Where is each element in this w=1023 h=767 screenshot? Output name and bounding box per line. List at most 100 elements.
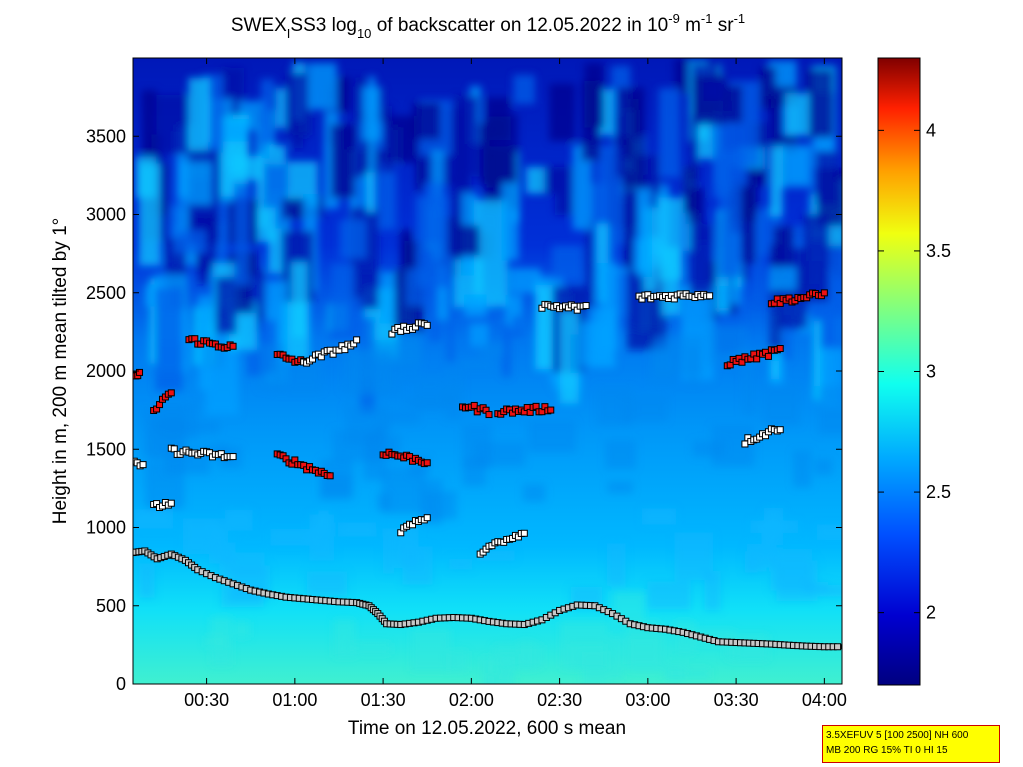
texture-patch bbox=[816, 524, 842, 540]
cloud-layer-marker bbox=[706, 292, 714, 300]
texture-patch bbox=[551, 245, 583, 281]
texture-patch bbox=[803, 213, 829, 302]
y-axis-label: Height in m, 200 m mean tilted by 1° bbox=[50, 218, 71, 524]
texture-patch bbox=[704, 570, 721, 611]
texture-patch bbox=[385, 105, 392, 173]
texture-patch bbox=[746, 543, 766, 572]
y-axis: 0 500 1000 1500 2000 2500 3000 3500 bbox=[86, 126, 842, 694]
texture-patch bbox=[555, 166, 575, 216]
texture-patch bbox=[647, 581, 691, 610]
texture-patch bbox=[597, 388, 634, 426]
texture-patch bbox=[368, 76, 376, 173]
texture-patch bbox=[382, 528, 395, 574]
x-tick-label: 01:00 bbox=[272, 690, 317, 710]
texture-patch bbox=[782, 314, 791, 360]
texture-patch bbox=[286, 72, 311, 137]
y-tick-label: 2000 bbox=[86, 361, 126, 381]
texture-patch bbox=[329, 298, 363, 339]
texture-patch bbox=[149, 277, 157, 364]
texture-patch bbox=[605, 440, 636, 469]
texture-patch bbox=[687, 188, 704, 225]
cloud-layer-marker bbox=[326, 472, 334, 480]
texture-patch bbox=[768, 266, 797, 291]
plot-area bbox=[133, 58, 842, 684]
cloud-layer-marker bbox=[423, 459, 431, 467]
texture-patch bbox=[479, 123, 492, 185]
colorbar-gradient bbox=[877, 57, 921, 686]
texture-patch bbox=[686, 346, 700, 385]
texture-patch bbox=[339, 522, 377, 537]
texture-patch bbox=[754, 212, 763, 303]
texture-patch bbox=[742, 365, 755, 415]
texture-patch bbox=[560, 621, 609, 669]
texture-patch bbox=[462, 424, 492, 469]
texture-patch bbox=[572, 144, 592, 230]
cloud-layer-marker bbox=[820, 289, 828, 297]
texture-patch bbox=[454, 96, 479, 177]
texture-patch bbox=[256, 270, 264, 332]
colorbar-tick-label: 3.5 bbox=[926, 241, 951, 261]
colorbar: 2 2.5 3 3.5 4 bbox=[877, 57, 951, 686]
texture-patch bbox=[403, 396, 454, 407]
texture-patch bbox=[513, 74, 536, 105]
texture-patch bbox=[215, 276, 237, 334]
texture-patch bbox=[616, 114, 625, 178]
texture-patch bbox=[690, 115, 699, 182]
cloud-layer-marker bbox=[520, 529, 528, 537]
info-line-1: 3.5XEFUV 5 [100 2500] NH 600 bbox=[826, 730, 969, 741]
texture-patch bbox=[156, 94, 189, 155]
texture-patch bbox=[661, 246, 680, 316]
texture-patch bbox=[658, 88, 681, 178]
texture-patch bbox=[778, 144, 811, 188]
texture-patch bbox=[406, 268, 426, 306]
texture-patch bbox=[769, 145, 783, 217]
cloud-layer-marker bbox=[741, 440, 749, 448]
cloud-layer-marker bbox=[139, 461, 147, 469]
texture-patch bbox=[650, 343, 675, 385]
texture-patch bbox=[692, 440, 726, 457]
texture-patch bbox=[549, 83, 576, 142]
texture-patch bbox=[501, 182, 519, 261]
colorbar-ticks: 2 2.5 3 3.5 4 bbox=[878, 120, 951, 623]
cloud-layer-marker bbox=[167, 389, 175, 397]
texture-patch bbox=[784, 93, 810, 136]
texture-patch bbox=[234, 183, 250, 286]
cloud-layer-marker bbox=[776, 426, 784, 434]
texture-patch bbox=[307, 62, 337, 110]
texture-patch bbox=[291, 261, 308, 338]
texture-patch bbox=[806, 68, 834, 138]
texture-patch bbox=[815, 151, 838, 205]
texture-patch bbox=[377, 493, 391, 510]
x-axis-label: Time on 12.05.2022, 600 s mean bbox=[348, 718, 626, 739]
texture-patch bbox=[607, 481, 633, 494]
texture-patch bbox=[134, 509, 174, 529]
cloud-layer-marker bbox=[136, 368, 144, 376]
colorbar-tick-label: 2.5 bbox=[926, 482, 951, 502]
texture-patch bbox=[437, 264, 450, 321]
x-tick-label: 03:30 bbox=[714, 690, 759, 710]
texture-patch bbox=[814, 458, 833, 475]
texture-patch bbox=[351, 642, 391, 655]
texture-patch bbox=[402, 546, 433, 585]
texture-patch bbox=[447, 650, 468, 672]
processing-info-box: 3.5XEFUV 5 [100 2500] NH 600 MB 200 RG 1… bbox=[822, 725, 1000, 763]
texture-patch bbox=[416, 161, 423, 192]
x-tick-label: 01:30 bbox=[361, 690, 406, 710]
cloud-layer-marker bbox=[229, 342, 237, 350]
texture-patch bbox=[481, 656, 493, 684]
colorbar-tick-label: 2 bbox=[926, 603, 936, 623]
texture-patch bbox=[231, 156, 262, 181]
cloud-layer-marker bbox=[229, 453, 237, 461]
texture-patch bbox=[151, 419, 177, 432]
cloud-layer-marker bbox=[423, 321, 431, 329]
boundary-layer-markers bbox=[133, 547, 842, 651]
texture-patch bbox=[211, 527, 229, 543]
texture-patch bbox=[335, 77, 351, 112]
cloud-layer-marker bbox=[547, 406, 555, 414]
texture-patch bbox=[585, 219, 593, 308]
texture-patch bbox=[257, 207, 276, 243]
texture-patch bbox=[608, 634, 623, 680]
cloud-layer-markers bbox=[133, 289, 828, 558]
cloud-layer-marker bbox=[485, 411, 493, 419]
cloud-layer-marker bbox=[582, 302, 590, 310]
